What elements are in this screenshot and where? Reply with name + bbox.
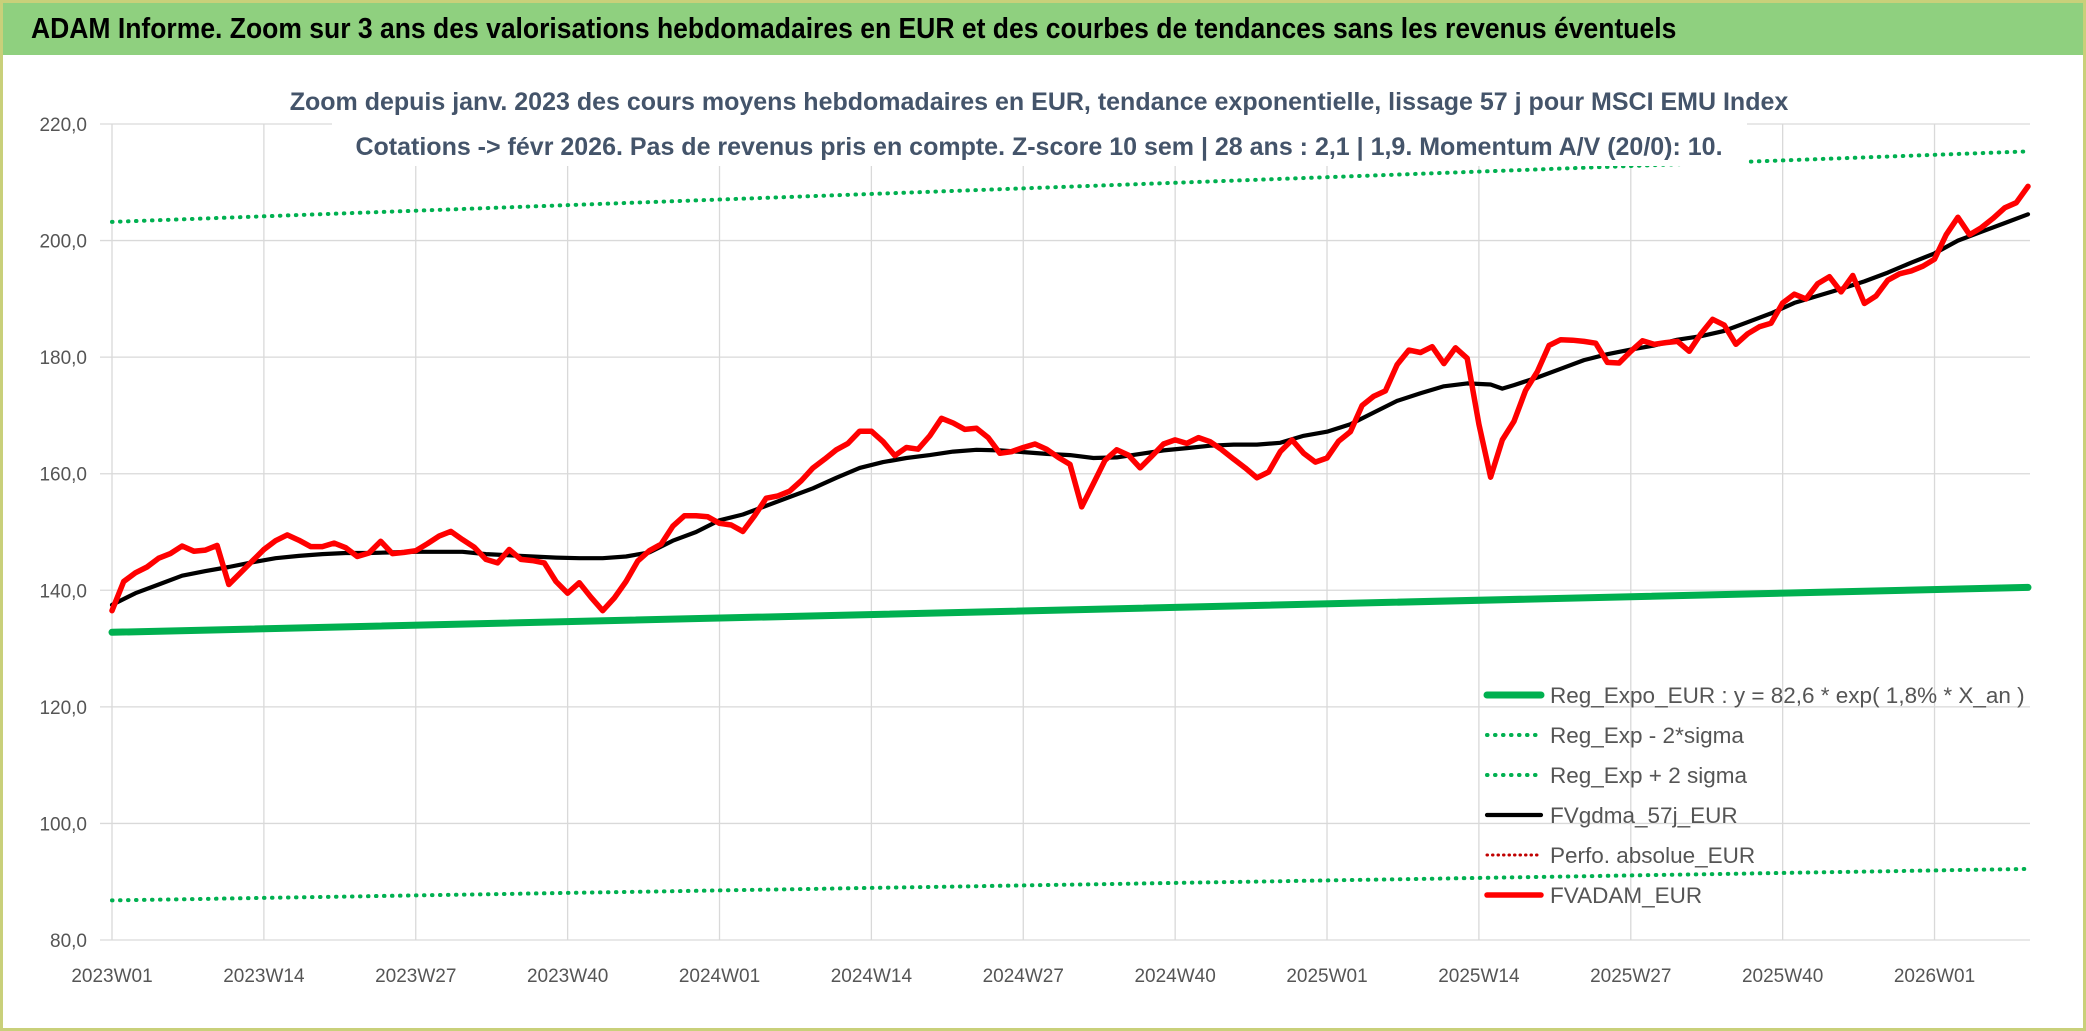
legend: Reg_Expo_EUR : y = 82,6 * exp( 1,8% * X_… [1483, 683, 2025, 908]
series-line-adam [109, 183, 2031, 614]
y-tick-label: 220,0 [39, 115, 87, 136]
legend-label-adam: FVADAM_EUR [1550, 883, 1702, 908]
legend-label-plus_2sigma: Reg_Exp + 2 sigma [1550, 763, 1747, 788]
chart-grid [100, 123, 2030, 941]
x-tick-label: 2024W40 [1134, 966, 1215, 987]
x-tick-label: 2024W27 [983, 966, 1064, 987]
page-title: ADAM Informe. Zoom sur 3 ans des valoris… [31, 12, 1677, 45]
series-line-gdma [109, 212, 2031, 607]
chart-title-line-1: Zoom depuis janv. 2023 des cours moyens … [290, 88, 1789, 116]
legend-label-minus_2sigma: Reg_Exp - 2*sigma [1550, 723, 1744, 748]
x-tick-label: 2025W14 [1438, 966, 1520, 987]
x-tick-label: 2025W40 [1742, 966, 1823, 987]
x-tick-label: 2026W01 [1894, 966, 1975, 987]
chart-title-line-2: Cotations -> févr 2026. Pas de revenus p… [355, 133, 1722, 161]
x-tick-label: 2024W14 [831, 966, 913, 987]
y-tick-label: 180,0 [39, 348, 87, 369]
x-tick-label: 2024W01 [679, 966, 760, 987]
x-tick-label: 2025W01 [1286, 966, 1367, 987]
x-tick-label: 2025W27 [1590, 966, 1671, 987]
series-line-minus_2sigma [110, 866, 2030, 903]
series-line-reg_expo [108, 583, 2032, 636]
axis-labels: 80,0 100,0 120,0 140,0 160,0 180,0 200,0 220,0 2… [39, 115, 1975, 987]
chart-title-background [332, 80, 1747, 166]
y-tick-label: 100,0 [39, 814, 87, 835]
x-tick-label: 2023W01 [71, 966, 152, 987]
legend-label-reg_expo: Reg_Expo_EUR : y = 82,6 * exp( 1,8% * X_… [1550, 683, 2025, 708]
series-line-plus_2sigma [110, 149, 2030, 224]
series-layer [108, 149, 2032, 903]
header-bar: ADAM Informe. Zoom sur 3 ans des valoris… [3, 3, 2083, 55]
y-tick-label: 80,0 [50, 931, 87, 952]
y-tick-label: 140,0 [39, 581, 87, 602]
y-tick-label: 200,0 [39, 232, 87, 253]
y-tick-label: 120,0 [39, 698, 87, 719]
x-tick-label: 2023W40 [527, 966, 608, 987]
chart-title: Zoom depuis janv. 2023 des cours moyens … [290, 80, 1789, 166]
legend-label-gdma: FVgdma_57j_EUR [1550, 803, 1738, 828]
y-tick-label: 160,0 [39, 465, 87, 486]
x-tick-label: 2023W14 [223, 966, 305, 987]
legend-label-perfo: Perfo. absolue_EUR [1550, 843, 1755, 868]
x-tick-label: 2023W27 [375, 966, 456, 987]
